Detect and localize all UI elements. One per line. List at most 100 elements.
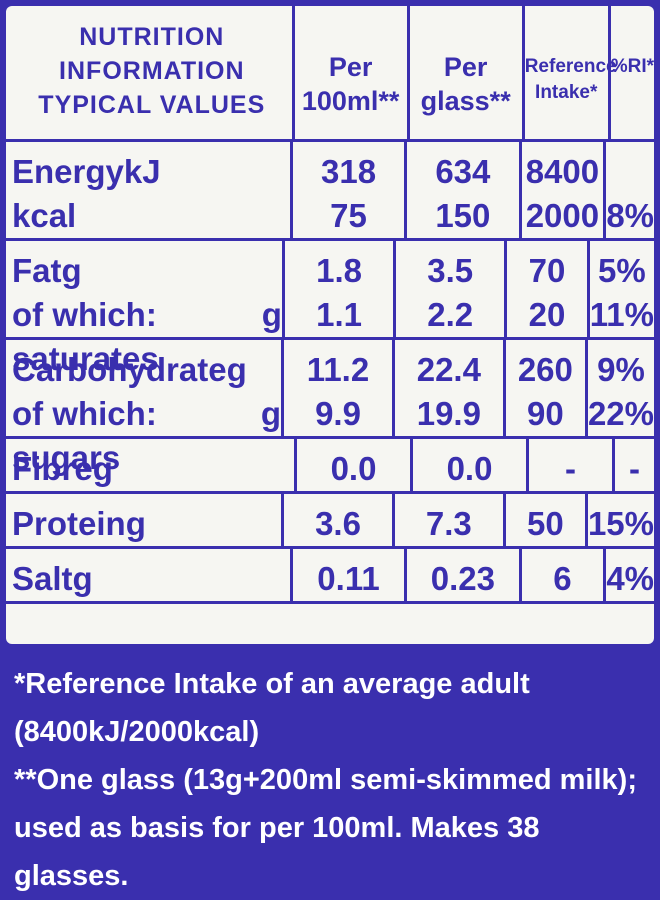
value-line: 19.9 [395, 392, 503, 436]
label-line: of which: saturates g [12, 293, 282, 377]
value-line: 5% [590, 249, 654, 293]
value-line: 8% [606, 194, 654, 238]
value-cell: 1.8 1.1 [281, 241, 393, 337]
value-cell: 260 90 [502, 340, 585, 436]
value-line: 6 [522, 557, 604, 601]
value: 634 [435, 153, 491, 190]
value-line: 3.6 [284, 502, 392, 546]
value-cell: 8400 2000 [518, 142, 604, 238]
value: 5% [598, 252, 646, 289]
value: 75 [330, 197, 367, 234]
value: 19.9 [416, 395, 481, 432]
unit: g [92, 450, 113, 487]
label-line: Energy kJ [12, 150, 290, 194]
title-line: TYPICAL VALUES [38, 91, 266, 119]
column-header: Per glass** [406, 6, 522, 139]
value: 318 [320, 153, 377, 190]
value: 4% [606, 560, 654, 597]
value: 70 [528, 252, 566, 289]
nutrient-name: Fat [12, 252, 62, 289]
value: 8400 [525, 153, 600, 190]
label-cell: Fat g of which: saturates g [6, 241, 282, 377]
value: 9% [597, 351, 645, 388]
value-line: 0.0 [413, 447, 526, 491]
column-header: %RI* [607, 6, 654, 139]
value: 2.2 [427, 296, 474, 333]
label-line: Fat g [12, 249, 282, 293]
nutrient-name: of which: saturates [12, 296, 159, 377]
value: 11.2 [306, 351, 370, 388]
value: 0.23 [430, 560, 495, 597]
value: 1.1 [316, 296, 362, 333]
value: 0.0 [330, 450, 377, 487]
value-line: 20 [507, 293, 586, 337]
unit: g [125, 505, 146, 542]
nutrient-name: Fibre [12, 450, 93, 487]
nutrient-name: Carbohydrate [12, 351, 227, 388]
value-cell: 50 [502, 494, 585, 546]
value-cell: 15% [584, 494, 654, 546]
value: 11% [589, 296, 654, 333]
value-line: 7.3 [395, 502, 503, 546]
nutrient-name: of which: sugars [12, 395, 157, 476]
value: 22% [587, 395, 654, 432]
value-line: 11% [590, 293, 654, 337]
value-cell: 6 [518, 549, 604, 601]
value: 7.3 [425, 505, 472, 542]
label-line: Salt g [12, 557, 290, 601]
value-line: 2000 [522, 194, 604, 238]
unit: g [72, 560, 93, 597]
value: 20 [528, 296, 566, 333]
value-line: 11.2 [284, 348, 392, 392]
value-line [606, 150, 654, 194]
value-cell: - [612, 439, 654, 491]
value-cell: 3.5 2.2 [393, 241, 504, 337]
value: 260 [517, 351, 573, 388]
value-cell: 4% [603, 549, 654, 601]
column-header: Per 100ml** [291, 6, 407, 139]
value: 0.11 [317, 560, 380, 597]
value-line: 9% [588, 348, 654, 392]
value-line: 90 [506, 392, 585, 436]
nutrient-group: Fat g of which: saturates g 1.8 1.1 3.5 2.2 70 20… [6, 241, 654, 377]
value: 1.8 [316, 252, 362, 289]
value-cell: 22.4 19.9 [391, 340, 503, 436]
value-cell: 318 75 [289, 142, 404, 238]
value-line: 8400 [522, 150, 604, 194]
value: 2000 [525, 197, 600, 234]
value-line: 50 [506, 502, 585, 546]
footnotes: *Reference Intake of an average adult (8… [14, 660, 650, 900]
label-line: Carbohydrate g [12, 348, 281, 392]
nutrient-group: Energy kJ kcal 318 75 634 150 8400 2000 8% [6, 142, 654, 241]
value-line: 22.4 [395, 348, 503, 392]
value-line: 70 [507, 249, 586, 293]
value: 15% [587, 505, 654, 542]
value: - [565, 450, 576, 487]
value-cell: 9% 22% [584, 340, 654, 436]
unit: g [261, 296, 282, 333]
value: 50 [526, 505, 564, 542]
label-line: Fibre g [12, 447, 294, 491]
nutrient-name: Protein [12, 505, 126, 542]
value-line: 150 [407, 194, 518, 238]
value: 6 [553, 560, 572, 597]
value-line: 0.11 [293, 557, 404, 601]
nutrient-group: Fibre g 0.0 0.0 - - [6, 439, 654, 494]
value-cell: 7.3 [391, 494, 503, 546]
value-cell: 0.23 [404, 549, 518, 601]
value-cell: 5% 11% [586, 241, 654, 337]
column-header: Reference Intake* [521, 6, 617, 139]
nutrient-name: Energy [12, 153, 124, 190]
value: 90 [526, 395, 564, 432]
value-cell: 0.0 [294, 439, 410, 491]
label-cell: Fibre g [6, 439, 294, 491]
value: 22.4 [416, 351, 481, 388]
title-line: NUTRITION [79, 23, 225, 51]
title-line: INFORMATION [59, 57, 245, 85]
header-row: NUTRITION INFORMATION TYPICAL VALUES Per… [6, 6, 654, 142]
value-line: 0.23 [407, 557, 518, 601]
value-line: 1.1 [285, 293, 393, 337]
nutrient-name: Salt [12, 560, 73, 597]
value-cell: 634 150 [404, 142, 518, 238]
